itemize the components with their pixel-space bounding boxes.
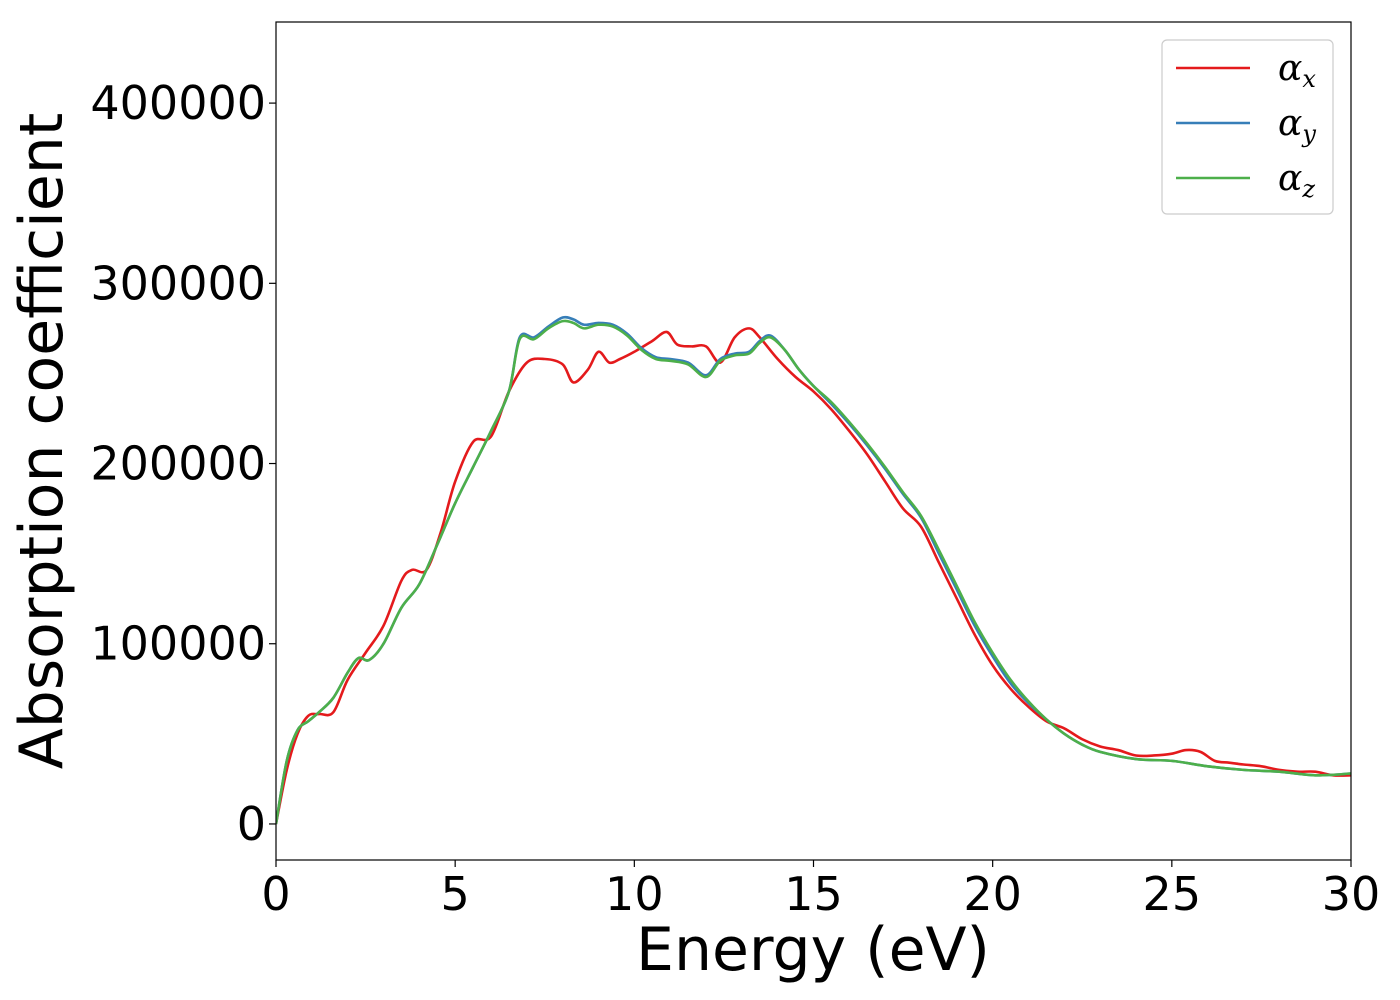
y-tick-label: 0 — [237, 797, 266, 851]
y-tick-label: 300000 — [90, 256, 266, 310]
x-tick-label: 0 — [261, 867, 290, 921]
y-tick-label: 400000 — [90, 76, 266, 130]
legend-label-z: αz — [1278, 158, 1315, 203]
x-tick-label: 25 — [1143, 867, 1202, 921]
series-line-z — [276, 319, 1351, 825]
x-axis-label: Energy (eV) — [636, 915, 990, 985]
legend: αx αy αz — [1161, 39, 1334, 215]
x-tick-label: 15 — [784, 867, 843, 921]
legend-frame — [1161, 39, 1334, 215]
y-axis-ticks: 0 100000 200000 300000 400000 — [90, 76, 276, 851]
legend-label-x: αx — [1278, 48, 1316, 93]
series-layer — [276, 315, 1351, 825]
x-tick-label: 5 — [441, 867, 470, 921]
y-tick-label: 200000 — [90, 437, 266, 491]
y-axis-label: Absorption coefficient — [7, 113, 77, 770]
legend-label-y: αy — [1278, 103, 1316, 148]
x-axis-ticks: 0 5 10 15 20 25 30 — [261, 860, 1380, 921]
y-tick-label: 100000 — [90, 617, 266, 671]
x-tick-label: 20 — [963, 867, 1022, 921]
x-tick-label: 10 — [605, 867, 664, 921]
x-tick-label: 30 — [1322, 867, 1381, 921]
series-line-x — [276, 327, 1351, 825]
